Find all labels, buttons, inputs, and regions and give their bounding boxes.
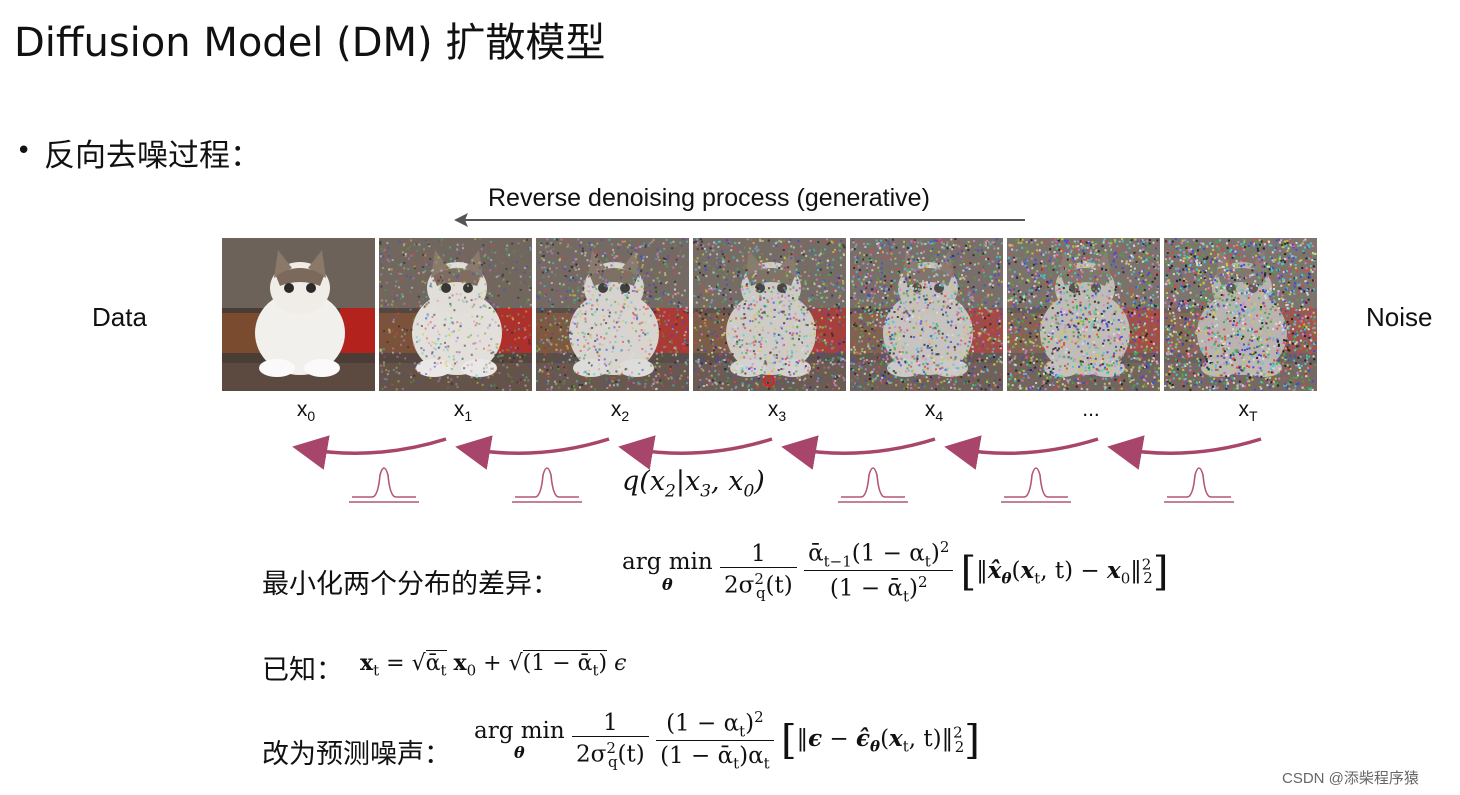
state-label: xT: [1238, 398, 1258, 425]
reverse-arrow: [454, 213, 1025, 227]
bullet-heading: 反向去噪过程：: [44, 138, 261, 174]
transition-arrow: [292, 435, 447, 470]
cat-scene: [222, 238, 375, 391]
image-x0: [222, 238, 375, 391]
gaussian-icon: [841, 467, 905, 498]
eq2-label: 已知：: [262, 655, 343, 686]
state-label: x0: [296, 398, 316, 425]
cat-scene: [536, 238, 689, 391]
state-label: x3: [767, 398, 787, 425]
transition-arrow: [455, 435, 610, 470]
gaussian-icon: [352, 467, 416, 498]
eq3-label: 改为预测噪声：: [262, 739, 451, 770]
transition-arrows: [292, 435, 1262, 503]
image-xT: [1164, 238, 1317, 391]
transition-arrow: [618, 435, 773, 470]
eq1-label: 最小化两个分布的差异：: [262, 569, 559, 600]
image-x5: [1007, 238, 1160, 391]
posterior-label: q(x2|x3, x0): [622, 466, 765, 502]
gaussian-icon: [1004, 467, 1068, 498]
data-label: Data: [92, 302, 147, 332]
cursor-marker: [763, 375, 775, 387]
image-x2: [536, 238, 689, 391]
state-label: x2: [610, 398, 630, 425]
state-label: x4: [924, 398, 944, 425]
bullet-marker: •: [16, 136, 32, 166]
image-x1: [379, 238, 532, 391]
page-title: Diffusion Model (DM) 扩散模型: [14, 20, 606, 66]
eq2-formula: xt = √ᾱt x0 + √(1 − ᾱt) ϵ: [360, 650, 627, 680]
transition-arrow: [944, 435, 1099, 470]
transition-arrow: [781, 435, 936, 470]
gaussian-icon: [1167, 467, 1231, 498]
transition-arrow: [1107, 435, 1262, 470]
gaussian-icon: [515, 467, 579, 498]
reverse-process-label: Reverse denoising process (generative): [488, 184, 930, 212]
eq1-formula: arg min θ 1 2σ2q(t) ᾱt−1(1 − αt)2 (1 − ᾱt)2…: [622, 538, 1169, 606]
noise-label: Noise: [1366, 302, 1433, 332]
image-x3: [693, 238, 846, 391]
watermark: CSDN @添柴程序猿: [1282, 770, 1419, 787]
state-label: ...: [1082, 398, 1100, 421]
image-x4: [850, 238, 1003, 391]
eq3-formula: arg min θ 1 2σ2q(t) (1 − αt)2 (1 − ᾱt)αt [‖…: [474, 708, 980, 773]
state-label: x1: [453, 398, 473, 425]
